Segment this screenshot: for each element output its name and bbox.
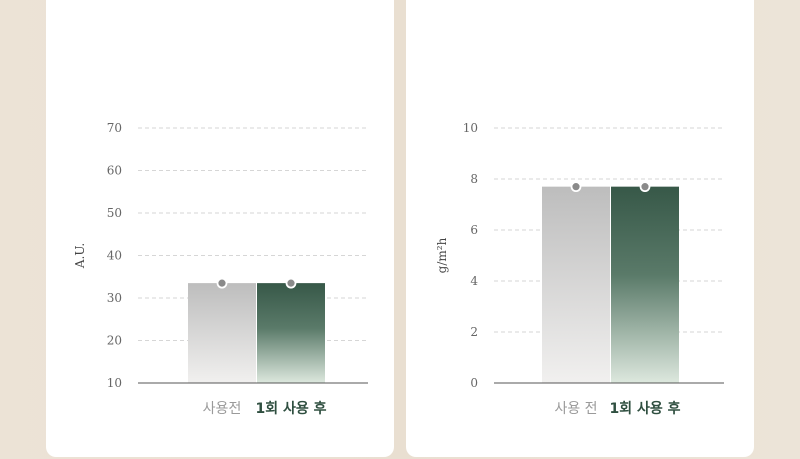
- y-tick-label: 20: [107, 334, 122, 348]
- bar-after: [257, 283, 325, 383]
- y-axis-label: g/m²h: [435, 237, 449, 273]
- y-tick-label: 50: [107, 206, 122, 220]
- bar-top-marker: [285, 277, 297, 289]
- bar-after: [611, 186, 679, 383]
- bar-top-marker: [639, 181, 651, 193]
- bar-before: [542, 186, 610, 383]
- y-tick-label: 8: [470, 172, 478, 186]
- y-tick-label: 60: [107, 164, 122, 178]
- category-label-after: 1회 사용 후: [609, 401, 681, 417]
- bar-before: [188, 283, 256, 383]
- bar-top-marker: [570, 181, 582, 193]
- y-tick-label: 0: [470, 376, 478, 390]
- category-label-after: 1회 사용 후: [255, 401, 327, 417]
- category-label-before: 사용전: [202, 401, 242, 417]
- y-tick-label: 10: [463, 121, 478, 135]
- y-tick-label: 10: [107, 376, 122, 390]
- category-label-before: 사용 전: [554, 401, 598, 417]
- y-tick-label: 40: [107, 249, 122, 263]
- y-tick-label: 70: [107, 121, 122, 135]
- y-axis-label: A.U.: [73, 243, 87, 269]
- y-tick-label: 2: [470, 325, 478, 339]
- y-tick-label: 30: [107, 291, 122, 305]
- bar-top-marker: [216, 277, 228, 289]
- y-tick-label: 6: [470, 223, 478, 237]
- y-tick-label: 4: [470, 274, 478, 288]
